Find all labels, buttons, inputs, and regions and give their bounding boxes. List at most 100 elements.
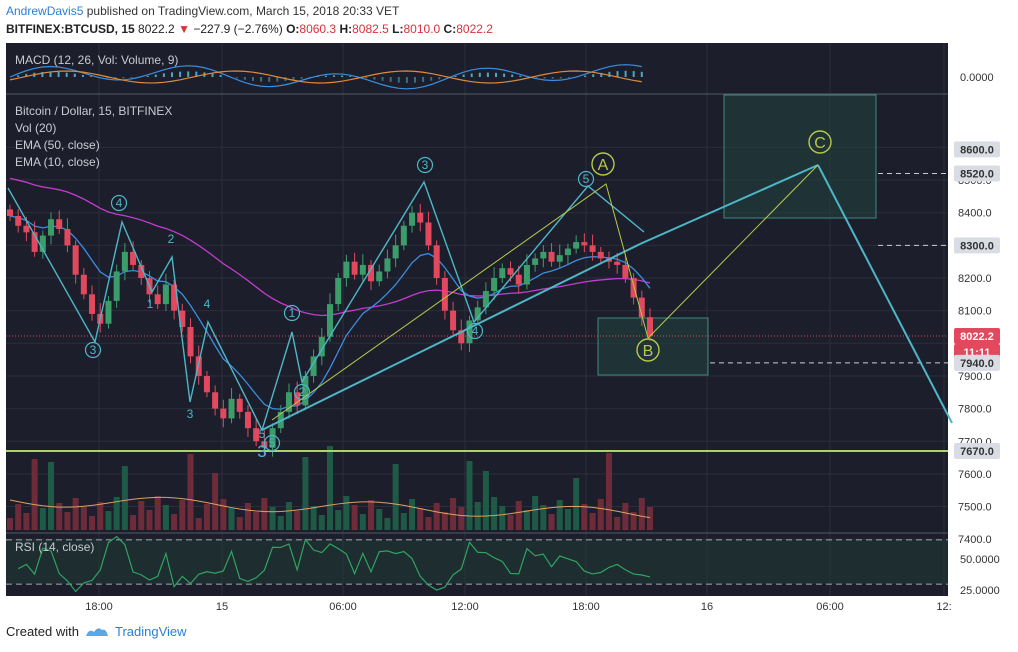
rsi-tick-label: 50.0000 [960,554,1000,566]
volume-bar [15,504,22,530]
volume-bar [523,510,530,530]
volume-bar [368,500,375,530]
volume-bar [302,457,309,530]
wave-label: 1 [289,306,296,320]
time-tick-label: 06:00 [816,601,844,613]
wave-label: 5 [583,172,590,186]
level-7940-label: 7940.0 [960,358,994,370]
volume-bar [318,515,325,530]
candle-body [7,209,13,216]
volume-bar [162,505,169,530]
candle-body [212,392,219,409]
macd-pane [9,64,643,90]
tradingview-link[interactable]: TradingView [114,624,187,639]
volume-bar [614,517,621,530]
price-tick-label: 7400.0 [958,534,992,546]
high-label: H: [339,22,353,36]
candle-body [327,304,333,337]
candles [7,203,653,457]
volume-bar [56,503,63,530]
volume-bar [146,510,153,530]
elliott-wave-path [7,180,645,432]
candle-body [121,251,128,272]
time-tick-label: 18:00 [85,601,113,613]
candle-body [441,278,448,311]
trendline-upper [639,164,819,245]
price-axis-background [948,43,1018,596]
price-change: −227.9 (−2.76%) [193,22,283,36]
wave-label-circle [84,341,102,359]
candle-body [56,219,63,230]
volume-bar [228,508,235,530]
candle-body [236,398,243,412]
trendline-lower [261,243,641,431]
candle-body [630,278,637,298]
candle-body [392,245,399,259]
candle-body [376,271,383,282]
volume-bar [187,454,194,530]
volume-bar [491,497,498,530]
candle-body [105,300,112,324]
wave-label-circle [416,156,434,174]
volume-bar [376,509,383,530]
candle-body [556,255,563,262]
candle-body [138,264,145,278]
volume-bar [80,507,87,530]
candle-body [154,294,161,305]
time-tick-label: 12:00 [451,601,479,613]
volume-bar [515,501,522,530]
candle-body [187,326,194,357]
last-price: 8022.2 [138,22,175,36]
volume-bar [400,513,407,530]
candle-body [253,428,260,442]
volume-bar [417,508,424,530]
author-link[interactable]: AndrewDavis5 [6,4,84,18]
volume-bar [581,504,588,530]
candle-body [179,310,186,327]
candle-body [310,356,317,376]
volume-bar [97,502,104,530]
price-tick-label: 8200.0 [958,273,992,285]
candle-body [220,408,227,419]
wave-label: 4 [472,324,479,338]
volume-bar [589,513,596,530]
symbol-name: BITFINEX:BTCUSD, 15 [6,22,135,36]
signal-line [9,70,642,84]
wave-label-circle [263,434,281,452]
volume-bar [482,471,489,530]
candle-body [343,261,350,278]
volume-bar [466,461,473,530]
time-tick-label: 18:00 [572,601,600,613]
volume-bar [540,505,547,530]
level-8520-label: 8520.0 [960,169,994,181]
volume-bars [7,446,653,530]
rsi-pane [6,535,948,593]
candle-body [228,398,235,419]
volume-bar [130,515,137,530]
volume-bar [31,459,38,530]
volume-bar [433,503,440,530]
volume-bar [647,507,653,530]
volume-bar [359,514,366,530]
wave-label: 3 [187,407,194,421]
volume-bar [285,502,292,530]
volume-bar [39,508,46,530]
candle-body [622,264,629,278]
candle-body [458,330,465,344]
volume-bar [220,499,227,530]
price-tick-label: 7600.0 [958,469,992,481]
tradingview-logo-icon[interactable] [85,625,109,639]
candle-body [48,219,55,236]
candle-body [294,392,301,406]
candle-body [532,258,539,265]
price-tick-label: 7500.0 [958,502,992,514]
volume-bar [171,514,178,530]
time-tick-label: 15 [216,601,228,613]
volume-bar [384,518,391,530]
candle-body [285,392,292,412]
abc-label: A [598,157,609,174]
candle-body [384,258,391,272]
candle-body [359,264,366,275]
